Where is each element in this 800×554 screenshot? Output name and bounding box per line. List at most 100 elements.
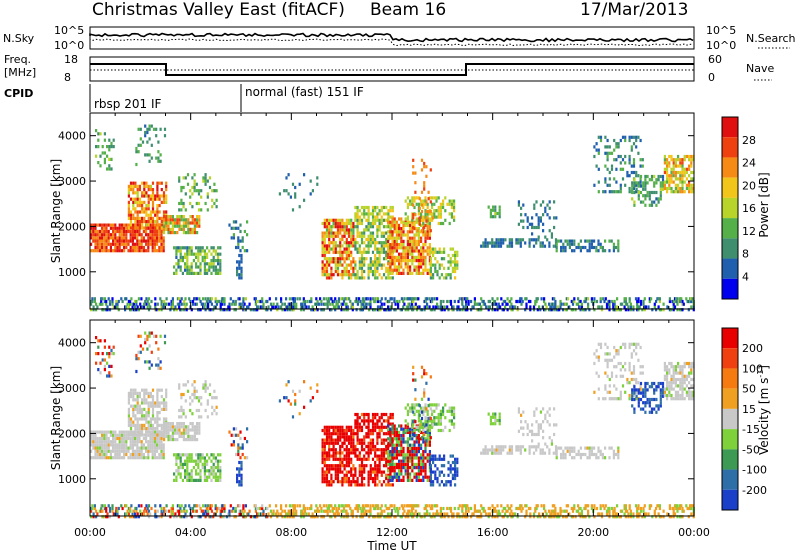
power-cell [380, 247, 383, 251]
velocity-cell [131, 440, 134, 444]
power-cell [506, 302, 509, 306]
velocity-cell [99, 371, 102, 375]
velocity-cell [321, 470, 324, 474]
power-cell [507, 299, 510, 304]
velocity-cell [415, 427, 418, 431]
velocity-cell [101, 440, 104, 444]
power-cell [398, 271, 401, 275]
velocity-cell [237, 452, 240, 457]
power-cell [389, 233, 392, 237]
velocity-cell [171, 425, 174, 429]
power-cell [199, 252, 202, 256]
velocity-cell [380, 473, 383, 477]
velocity-cell [356, 435, 359, 439]
power-cell [559, 302, 562, 306]
power-cell [382, 273, 386, 277]
power-cell [366, 297, 369, 301]
velocity-cell [330, 473, 333, 477]
velocity-cell [246, 440, 249, 444]
power-cell [496, 297, 499, 301]
power-cell [404, 255, 407, 259]
power-cell [636, 308, 639, 312]
power-cell [217, 259, 220, 263]
power-cell [666, 158, 669, 162]
power-cell [685, 183, 688, 187]
power-cell [532, 305, 536, 309]
velocity-cell [140, 443, 143, 447]
power-cell [385, 276, 388, 280]
velocity-cell [387, 422, 390, 426]
velocity-cell [369, 470, 372, 474]
power-cell [247, 305, 250, 309]
power-cell [147, 188, 150, 192]
power-cell [134, 305, 137, 309]
power-cell [367, 225, 370, 229]
power-cell [422, 223, 425, 227]
power-cell [182, 185, 185, 190]
power-cell [126, 302, 129, 306]
power-cell [343, 241, 346, 245]
power-cell [352, 225, 355, 229]
velocity-cell [395, 437, 398, 441]
power-cell [517, 203, 520, 207]
power-cell [446, 299, 449, 304]
velocity-cell [417, 459, 420, 463]
velocity-cell [195, 408, 198, 413]
velocity-cell [138, 423, 141, 427]
power-cell [298, 297, 302, 301]
velocity-cell [195, 478, 198, 482]
power-cell [171, 227, 174, 231]
power-cell [153, 233, 156, 237]
velocity-cell [325, 451, 329, 455]
velocity-cell [345, 451, 348, 455]
power-cell [155, 308, 158, 312]
power-cell [158, 229, 161, 234]
velocity-cell [354, 480, 357, 484]
power-cell [395, 268, 398, 272]
velocity-cell [186, 462, 189, 466]
power-cell [214, 259, 217, 263]
power-cell [610, 190, 614, 194]
velocity-cell [101, 352, 104, 356]
power-cell [371, 205, 375, 210]
velocity-cell [395, 430, 398, 434]
velocity-cell [212, 466, 215, 470]
power-cell [243, 249, 246, 253]
power-cell [294, 185, 297, 190]
velocity-cell [184, 415, 187, 419]
power-cell [210, 271, 213, 275]
power-cell [148, 153, 151, 157]
power-cell [571, 242, 574, 246]
velocity-cell [360, 438, 364, 442]
power-cell [409, 239, 412, 243]
power-cell [614, 305, 617, 309]
velocity-cell [127, 391, 130, 395]
power-cell [417, 243, 420, 247]
velocity-cell [328, 428, 331, 433]
power-cell [414, 297, 417, 301]
velocity-cell [118, 440, 121, 444]
velocity-cell [158, 436, 161, 441]
velocity-cell [330, 464, 333, 468]
velocity-cell [350, 470, 353, 474]
velocity-cell [180, 408, 183, 413]
power-cell [344, 302, 347, 306]
velocity-cell [138, 430, 141, 434]
velocity-cell [156, 395, 159, 399]
power-cell [427, 209, 430, 214]
power-cell [178, 201, 181, 206]
velocity-cell [400, 459, 403, 463]
nave-tick-bottom: 0 [708, 71, 715, 84]
power-cell [690, 154, 693, 159]
power-cell [692, 308, 695, 312]
power-cell [608, 308, 611, 312]
power-cell [554, 302, 557, 306]
power-cell [175, 271, 178, 275]
velocity-cell [182, 412, 185, 416]
power-cell [232, 226, 235, 230]
power-cell [114, 245, 117, 250]
power-cell [179, 255, 182, 259]
power-cell [323, 253, 326, 258]
power-cell [123, 226, 126, 230]
power-cell [341, 273, 344, 277]
